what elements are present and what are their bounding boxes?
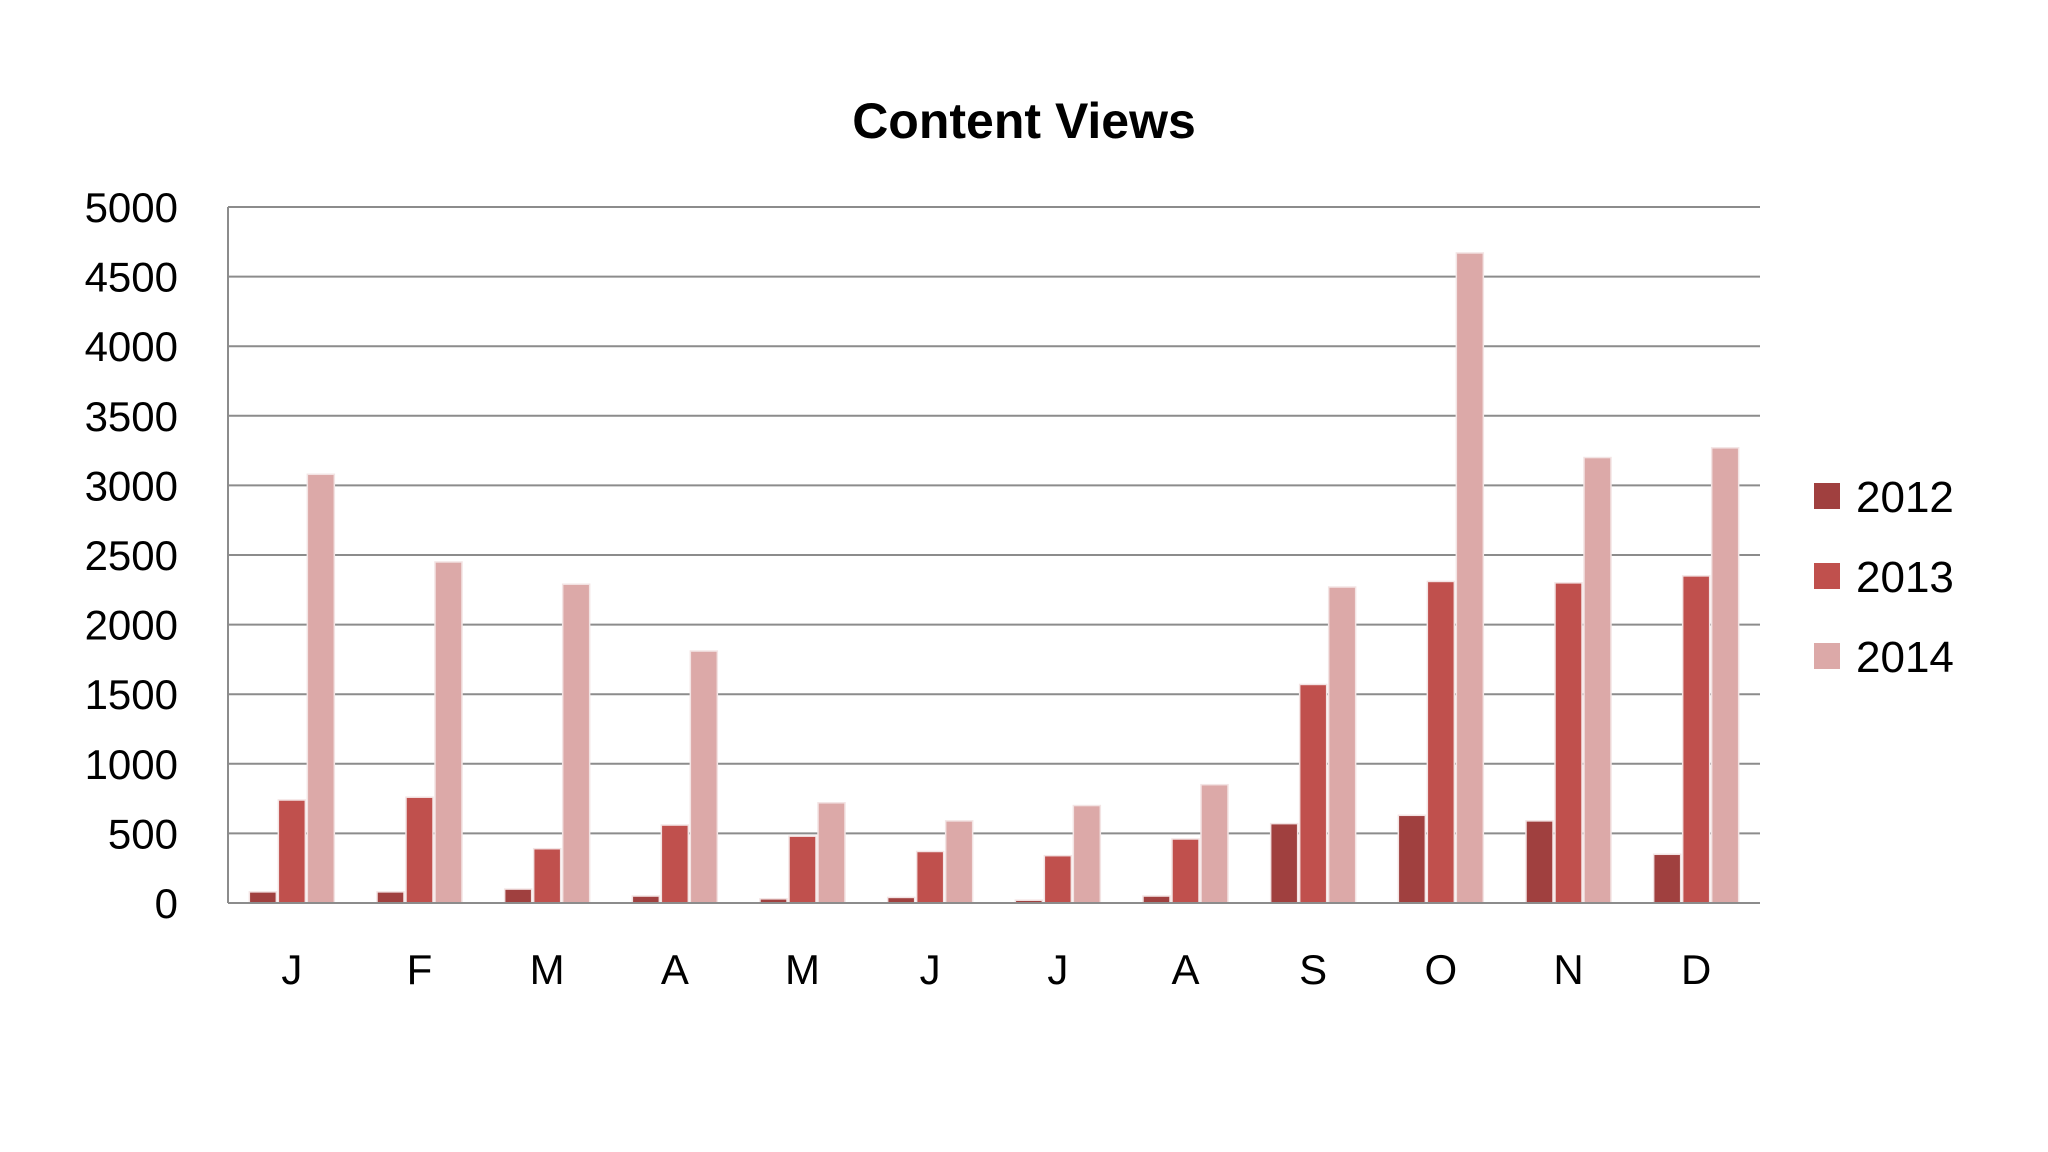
bars [228, 252, 1760, 904]
bar-2013-5 [915, 850, 945, 904]
bar-2013-8 [1298, 683, 1328, 904]
x-tick-label: A [1171, 946, 1199, 993]
x-tick-label: J [281, 946, 302, 993]
chart-title: Content Views [852, 93, 1196, 149]
bar-2014-11 [1710, 447, 1740, 904]
bar-2012-1 [376, 891, 405, 904]
bar-2014-7 [1200, 783, 1229, 904]
bar-2014-2 [561, 583, 591, 904]
y-tick-label: 4000 [85, 323, 178, 370]
x-tick-label: S [1299, 946, 1327, 993]
legend-swatch-2012 [1814, 483, 1840, 509]
x-tick-label: F [407, 946, 433, 993]
bar-2012-2 [503, 888, 533, 904]
bar-2013-6 [1043, 854, 1073, 904]
bar-2013-10 [1554, 582, 1583, 904]
bar-2014-0 [306, 473, 336, 904]
y-tick-label: 2000 [85, 602, 178, 649]
legend-label: 2014 [1856, 633, 1954, 682]
bar-2014-10 [1583, 456, 1612, 904]
bar-2013-3 [660, 824, 690, 904]
y-tick-label: 500 [108, 810, 178, 857]
bar-2014-6 [1072, 804, 1102, 904]
legend: 2012 2013 2014 [1814, 473, 1954, 682]
bar-2012-10 [1525, 820, 1554, 904]
gridlines [227, 206, 1760, 904]
y-tick-label: 3000 [85, 462, 178, 509]
x-tick-label: D [1681, 946, 1711, 993]
legend-swatch-2013 [1814, 563, 1840, 589]
y-tick-label: 5000 [85, 184, 178, 231]
bar-2013-0 [277, 799, 307, 904]
y-tick-label: 2500 [85, 532, 178, 579]
x-tick-label: M [785, 946, 820, 993]
bar-2014-8 [1327, 586, 1357, 904]
x-tick-label: M [530, 946, 565, 993]
x-tick-label: J [920, 946, 941, 993]
bar-2014-4 [817, 802, 846, 904]
bar-2014-9 [1455, 252, 1485, 904]
bar-2012-9 [1397, 814, 1427, 904]
bar-2013-9 [1426, 580, 1456, 904]
bar-2012-11 [1652, 853, 1682, 904]
x-tick-label: O [1424, 946, 1457, 993]
bar-2012-7 [1142, 895, 1171, 904]
legend-label: 2013 [1856, 553, 1954, 602]
bar-2013-4 [788, 835, 817, 904]
bar-2013-2 [532, 847, 562, 904]
y-tick-label: 0 [155, 880, 178, 927]
bar-2014-3 [689, 650, 719, 904]
y-tick-label: 4500 [85, 254, 178, 301]
y-axis-tick-labels: 0 500 1000 1500 2000 2500 3000 3500 4000 4500 5000 [85, 184, 178, 927]
bar-2013-11 [1681, 575, 1711, 904]
bar-2013-7 [1171, 838, 1200, 904]
bar-2012-0 [248, 891, 278, 904]
y-tick-label: 1500 [85, 671, 178, 718]
x-tick-label: A [661, 946, 689, 993]
x-tick-label: N [1553, 946, 1583, 993]
y-tick-label: 3500 [85, 393, 178, 440]
legend-label: 2012 [1856, 473, 1954, 522]
bar-2014-1 [434, 561, 463, 904]
bar-2012-8 [1269, 822, 1299, 904]
bar-2013-1 [405, 796, 434, 904]
bar-2012-3 [631, 895, 661, 904]
legend-swatch-2014 [1814, 643, 1840, 669]
bar-2014-5 [944, 820, 974, 904]
x-tick-label: J [1047, 946, 1068, 993]
y-tick-label: 1000 [85, 741, 178, 788]
